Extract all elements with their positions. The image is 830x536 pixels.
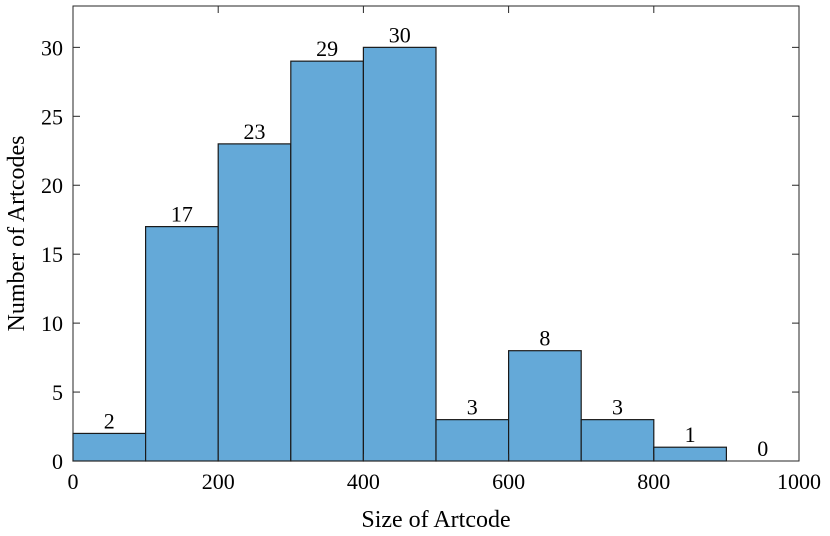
- x-tick-label: 200: [202, 469, 235, 494]
- histogram-bar: [217, 143, 292, 462]
- bar-value-label: 2: [104, 408, 115, 433]
- histogram-bar: [362, 46, 437, 462]
- bar-value-label: 30: [389, 22, 411, 47]
- y-tick-label: 25: [41, 104, 63, 129]
- x-tick-label: 600: [492, 469, 525, 494]
- histogram-bar: [290, 60, 364, 462]
- bar-value-label: 3: [467, 395, 478, 420]
- bar-value-label: 17: [171, 202, 193, 227]
- y-tick-label: 15: [41, 242, 63, 267]
- histogram-bar: [72, 432, 147, 462]
- bar-value-label: 1: [685, 422, 696, 447]
- x-tick-label: 0: [68, 469, 79, 494]
- y-tick-label: 0: [52, 449, 63, 474]
- histogram-bar: [653, 446, 727, 462]
- bar-value-label: 8: [539, 326, 550, 351]
- x-tick-label: 1000: [777, 469, 821, 494]
- x-axis-label: Size of Artcode: [361, 507, 510, 533]
- x-axis-ticks: 0 200 400 600 800 1000: [68, 6, 821, 494]
- histogram-bar: [580, 419, 655, 462]
- bars-group: [72, 46, 727, 462]
- plot-frame: [72, 5, 800, 462]
- bar-value-label: 23: [244, 119, 266, 144]
- bar-value-label: 29: [316, 36, 338, 61]
- y-tick-label: 5: [52, 380, 63, 405]
- bar-value-label: 0: [757, 436, 768, 461]
- x-tick-label: 800: [637, 469, 670, 494]
- histogram-bar: [435, 419, 510, 462]
- histogram-bar: [508, 350, 582, 462]
- y-tick-label: 20: [41, 173, 63, 198]
- y-axis-label: Number of Artcodes: [4, 136, 30, 332]
- histogram-bar: [145, 226, 219, 462]
- y-tick-label: 10: [41, 311, 63, 336]
- bar-value-label: 3: [612, 395, 623, 420]
- y-tick-label: 30: [41, 35, 63, 60]
- x-tick-label: 400: [347, 469, 380, 494]
- data-labels-group: 2 17 23 29 30 3 8 3 1 0: [104, 22, 768, 461]
